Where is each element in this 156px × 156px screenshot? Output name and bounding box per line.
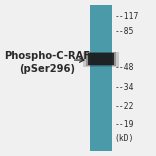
Bar [88,53,114,65]
Text: Phospho-C-RAF: Phospho-C-RAF [4,51,90,61]
Text: --34: --34 [115,83,134,92]
Bar [83,51,119,67]
Text: --19: --19 [115,119,134,129]
Bar [90,5,112,151]
Text: --85: --85 [115,27,134,37]
Text: (pSer296): (pSer296) [19,64,75,74]
Bar [86,52,116,66]
Text: (kD): (kD) [115,134,134,143]
Text: --117: --117 [115,12,139,21]
Text: --48: --48 [115,63,134,72]
Text: --22: --22 [115,102,134,111]
